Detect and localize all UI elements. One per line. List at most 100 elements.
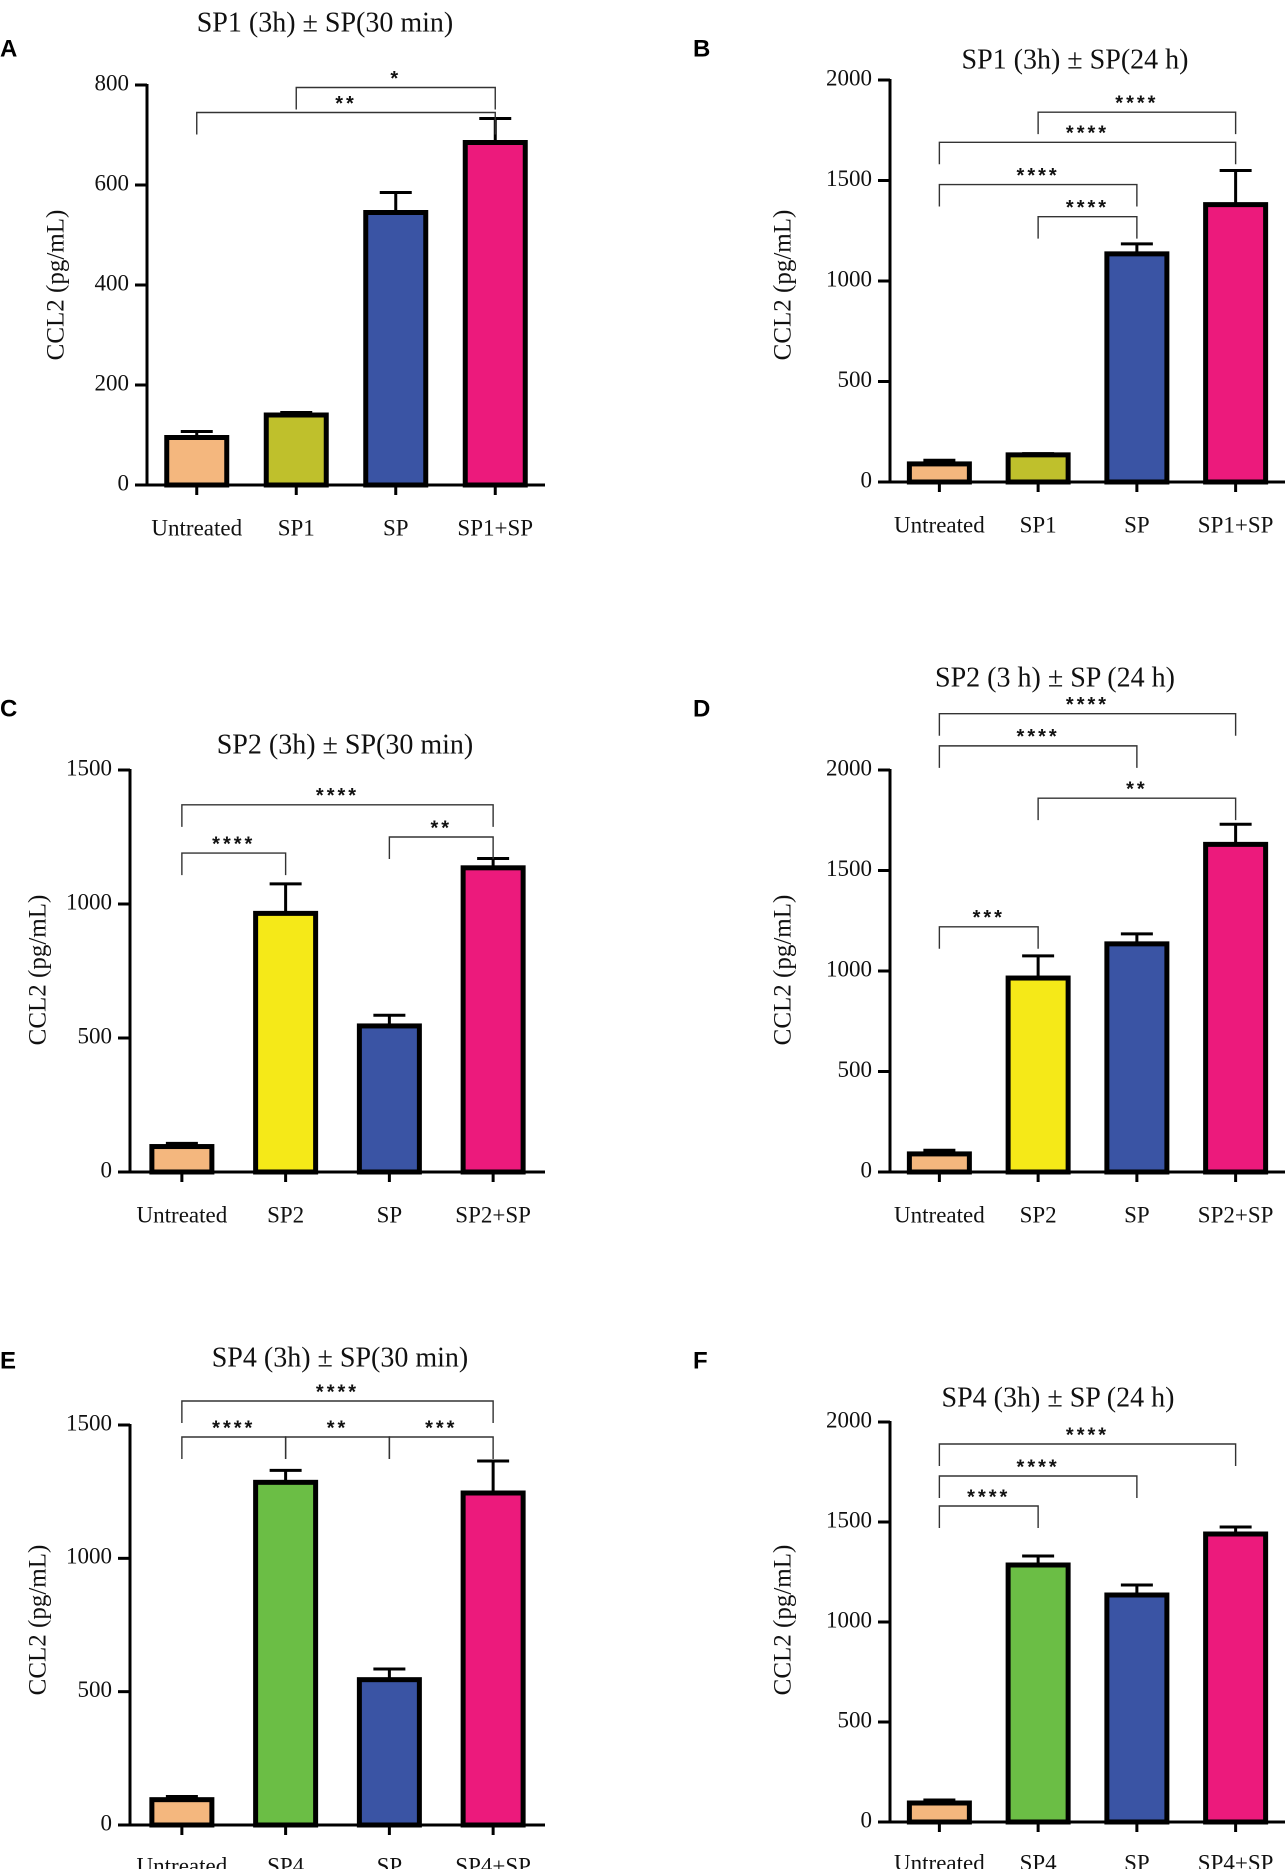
y-tick-label: 2000 bbox=[826, 1407, 872, 1432]
y-tick-label: 0 bbox=[101, 1810, 113, 1835]
significance-label: **** bbox=[1066, 197, 1109, 219]
significance-label: **** bbox=[212, 1417, 255, 1439]
x-tick-label: SP1+SP bbox=[1198, 512, 1274, 537]
significance-bracket bbox=[388, 1436, 494, 1459]
x-tick-label: SP bbox=[1124, 512, 1150, 537]
y-tick-label: 1000 bbox=[826, 266, 872, 291]
significance-label: **** bbox=[316, 1381, 359, 1403]
y-tick-label: 2000 bbox=[826, 65, 872, 90]
significance-label: **** bbox=[1017, 1456, 1060, 1478]
significance-label: **** bbox=[1017, 726, 1060, 748]
chart-title: SP1 (3h) ± SP(24 h) bbox=[962, 44, 1189, 75]
y-axis-label: CCL2 (pg/mL) bbox=[43, 210, 70, 361]
significance-bracket bbox=[196, 111, 496, 135]
bar-untreated bbox=[906, 1151, 972, 1175]
y-tick-label: 1000 bbox=[66, 1544, 112, 1569]
chart-panel-e: E SP4 (3h) ± SP(30 min) CCL2 (pg/mL) 0 500 10… bbox=[0, 1342, 545, 1869]
bar-sp2-sp bbox=[1203, 841, 1269, 1175]
y-tick-label: 500 bbox=[838, 1707, 873, 1732]
x-tick-label: SP4 bbox=[1020, 1850, 1058, 1869]
x-tick-label: SP1+SP bbox=[457, 515, 533, 540]
y-tick-label: 800 bbox=[95, 70, 130, 95]
x-tick-label: SP4+SP bbox=[1198, 1850, 1274, 1869]
significance-bracket bbox=[1037, 215, 1138, 239]
y-axis-label: CCL2 (pg/mL) bbox=[25, 1545, 52, 1696]
bar-sp bbox=[356, 1677, 422, 1828]
significance-label: **** bbox=[967, 1486, 1010, 1508]
x-tick-label: SP4+SP bbox=[455, 1853, 531, 1869]
chart-panel-d: D SP2 (3 h) ± SP (24 h) CCL2 (pg/mL) 0 500 10… bbox=[693, 662, 1285, 1227]
bar-sp2 bbox=[253, 910, 319, 1175]
y-tick-label: 0 bbox=[101, 1157, 113, 1182]
significance-label: **** bbox=[1115, 92, 1158, 114]
bar-untreated bbox=[906, 461, 972, 485]
y-tick-label: 500 bbox=[78, 1677, 113, 1702]
significance-label: *** bbox=[973, 907, 1005, 929]
bar-sp1-sp bbox=[1203, 202, 1269, 485]
y-axis-label: CCL2 (pg/mL) bbox=[770, 1545, 797, 1696]
x-tick-label: SP bbox=[383, 515, 409, 540]
significance-bracket bbox=[938, 1505, 1039, 1528]
y-tick-label: 1500 bbox=[826, 166, 872, 191]
chart-title: SP4 (3h) ± SP (24 h) bbox=[942, 1382, 1175, 1413]
significance-bracket bbox=[295, 86, 496, 110]
significance-bracket bbox=[388, 836, 494, 859]
x-tick-label: Untreated bbox=[151, 515, 242, 540]
y-tick-label: 0 bbox=[861, 1807, 873, 1832]
x-tick-label: SP4 bbox=[267, 1853, 305, 1869]
chart-title: SP2 (3 h) ± SP (24 h) bbox=[935, 662, 1175, 693]
y-tick-label: 500 bbox=[78, 1023, 113, 1048]
y-tick-label: 500 bbox=[838, 1057, 873, 1082]
significance-bracket bbox=[938, 745, 1138, 768]
y-tick-label: 2000 bbox=[826, 755, 872, 780]
bar-untreated bbox=[149, 1144, 215, 1175]
y-axis-label: CCL2 (pg/mL) bbox=[770, 895, 797, 1046]
significance-label: ** bbox=[327, 1417, 349, 1439]
chart-panel-c: C SP2 (3h) ± SP(30 min) CCL2 (pg/mL) 0 500 10… bbox=[0, 695, 545, 1227]
y-tick-label: 1000 bbox=[826, 956, 872, 981]
panel-letter: B bbox=[693, 35, 710, 62]
bar-sp4 bbox=[253, 1479, 319, 1828]
bar-untreated bbox=[164, 435, 230, 488]
y-tick-label: 0 bbox=[861, 1157, 873, 1182]
significance-bracket bbox=[1037, 111, 1237, 135]
panel-letter: E bbox=[0, 1347, 16, 1374]
significance-bracket bbox=[181, 1400, 494, 1423]
bar-sp1 bbox=[1005, 452, 1071, 485]
y-tick-label: 1500 bbox=[826, 1507, 872, 1532]
y-tick-label: 500 bbox=[838, 367, 873, 392]
bar-sp bbox=[1104, 1592, 1170, 1825]
bar-sp1-sp bbox=[462, 140, 528, 488]
bar-untreated bbox=[149, 1797, 215, 1828]
significance-bracket bbox=[938, 1443, 1237, 1466]
significance-bracket bbox=[181, 804, 494, 827]
significance-bracket bbox=[938, 713, 1237, 736]
y-tick-label: 1000 bbox=[826, 1607, 872, 1632]
panel-letter: D bbox=[693, 695, 710, 722]
y-tick-label: 1500 bbox=[826, 856, 872, 881]
significance-bracket bbox=[938, 183, 1138, 207]
significance-bracket bbox=[938, 1475, 1138, 1498]
significance-bracket bbox=[284, 1436, 391, 1459]
bar-sp4-sp bbox=[460, 1490, 526, 1828]
x-tick-label: Untreated bbox=[137, 1853, 228, 1869]
y-tick-label: 1500 bbox=[66, 1410, 112, 1435]
bar-sp4-sp bbox=[1203, 1531, 1269, 1825]
significance-bracket bbox=[938, 141, 1237, 165]
chart-panel-b: B SP1 (3h) ± SP(24 h) CCL2 (pg/mL) 0 500 1000… bbox=[693, 35, 1285, 537]
y-tick-label: 1500 bbox=[66, 755, 112, 780]
significance-bracket bbox=[938, 926, 1039, 949]
y-axis-label: CCL2 (pg/mL) bbox=[25, 895, 52, 1046]
x-tick-label: Untreated bbox=[894, 512, 985, 537]
chart-title: SP4 (3h) ± SP(30 min) bbox=[212, 1342, 469, 1373]
y-tick-label: 0 bbox=[861, 467, 873, 492]
chart-title: SP1 (3h) ± SP(30 min) bbox=[197, 7, 454, 38]
x-tick-label: SP2 bbox=[1020, 1202, 1057, 1227]
significance-label: ** bbox=[430, 817, 452, 839]
y-tick-label: 600 bbox=[95, 170, 130, 195]
significance-label: *** bbox=[425, 1417, 457, 1439]
significance-label: ** bbox=[1126, 778, 1148, 800]
x-tick-label: SP2+SP bbox=[1198, 1202, 1274, 1227]
y-tick-label: 200 bbox=[95, 370, 130, 395]
